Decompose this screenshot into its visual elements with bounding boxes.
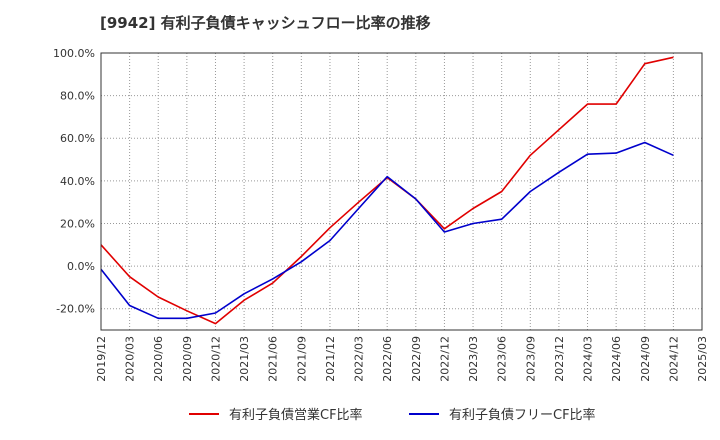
- x-axis: 2019/12 2020/03 2020/06 2020/09 2020/12 2021/…: [95, 336, 709, 382]
- x-tick-label: 2023/12: [553, 336, 566, 382]
- x-tick-label: 2020/06: [152, 336, 165, 382]
- series-line-2: [100, 141, 674, 320]
- x-tick-label: 2022/03: [353, 336, 366, 382]
- x-tick-label: 2022/12: [438, 336, 451, 382]
- x-tick-label: 2023/09: [524, 336, 537, 382]
- legend-label-2: 有利子負債フリーCF比率: [449, 407, 596, 423]
- x-tick-label: 2025/03: [696, 336, 709, 382]
- x-tick-label: 2022/09: [410, 336, 423, 382]
- series-lines: [100, 56, 674, 325]
- x-tick-label: 2020/03: [124, 336, 137, 382]
- x-tick-label: 2019/12: [95, 336, 108, 382]
- y-axis: 100.0% 80.0% 60.0% 40.0% 20.0% 0.0% -20.0%: [53, 47, 95, 316]
- chart-title: [9942] 有利子負債キャッシュフロー比率の推移: [100, 14, 431, 32]
- x-tick-label: 2023/03: [467, 336, 480, 382]
- x-tick-label: 2021/03: [238, 336, 251, 382]
- y-tick-label: 100.0%: [53, 47, 95, 60]
- y-tick-label: 40.0%: [60, 175, 95, 188]
- y-tick-label: 20.0%: [60, 217, 95, 230]
- x-tick-label: 2022/06: [381, 336, 394, 382]
- y-tick-label: 80.0%: [60, 90, 95, 103]
- x-tick-label: 2021/12: [324, 336, 337, 382]
- x-tick-label: 2024/12: [667, 336, 680, 382]
- legend-label-1: 有利子負債営業CF比率: [229, 407, 363, 423]
- x-tick-label: 2024/03: [582, 336, 595, 382]
- x-tick-label: 2020/09: [181, 336, 194, 382]
- y-tick-label: -20.0%: [56, 303, 95, 316]
- legend: 有利子負債営業CF比率 有利子負債フリーCF比率: [189, 407, 596, 423]
- x-tick-label: 2024/09: [639, 336, 652, 382]
- y-tick-label: 60.0%: [60, 132, 95, 145]
- x-tick-label: 2024/06: [610, 336, 623, 382]
- y-tick-label: 0.0%: [67, 260, 95, 273]
- x-tick-label: 2021/09: [295, 336, 308, 382]
- plot-frame: [100, 52, 703, 331]
- series-line-1: [100, 56, 674, 325]
- x-tick-label: 2021/06: [267, 336, 280, 382]
- x-tick-label: 2020/12: [209, 336, 222, 382]
- x-tick-label: 2023/06: [496, 336, 509, 382]
- grid: [100, 52, 703, 330]
